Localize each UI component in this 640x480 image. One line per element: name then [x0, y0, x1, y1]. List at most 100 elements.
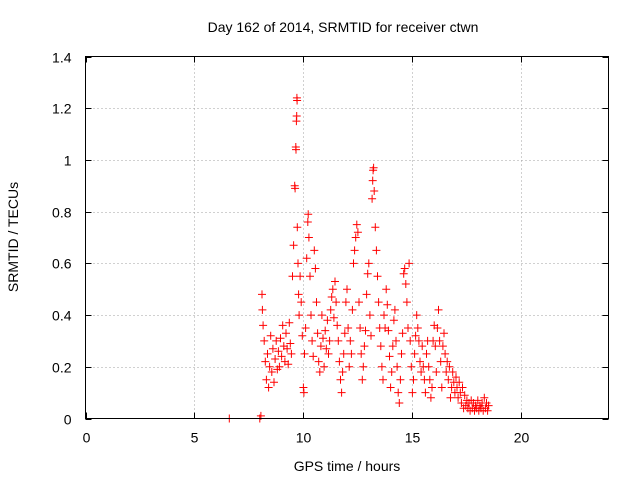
data-point — [405, 259, 414, 268]
data-point — [473, 396, 482, 405]
data-point — [416, 357, 424, 366]
data-point — [359, 362, 368, 371]
x-tick-label: 10 — [296, 430, 312, 446]
data-point — [455, 378, 464, 387]
data-point — [336, 375, 345, 384]
data-point — [426, 393, 435, 402]
data-point — [397, 349, 406, 358]
data-point — [267, 368, 276, 376]
data-point — [270, 378, 278, 387]
data-point — [364, 259, 373, 268]
data-point — [304, 233, 313, 242]
data-point — [314, 357, 323, 366]
data-point — [308, 336, 317, 345]
data-point — [300, 349, 309, 358]
data-point — [374, 298, 383, 307]
y-tick-label: 1.4 — [52, 50, 72, 66]
data-point — [370, 187, 379, 195]
data-point — [358, 375, 367, 384]
data-point — [484, 401, 493, 410]
data-point — [285, 318, 294, 327]
y-tick-label: 0.4 — [52, 308, 72, 324]
data-point — [315, 368, 324, 376]
data-point — [310, 246, 319, 255]
data-point — [406, 336, 415, 345]
data-point — [299, 388, 308, 397]
data-point — [265, 362, 274, 371]
data-point — [480, 393, 489, 402]
data-point — [393, 362, 402, 371]
data-point — [365, 311, 374, 320]
data-point — [395, 399, 404, 407]
data-point — [258, 290, 266, 299]
data-point — [339, 349, 348, 358]
data-point — [303, 218, 312, 226]
data-point — [291, 184, 300, 193]
data-point — [360, 342, 369, 351]
data-point — [363, 269, 372, 278]
data-point — [343, 285, 351, 294]
data-point — [372, 246, 381, 255]
data-point — [277, 352, 286, 361]
data-point — [483, 406, 492, 415]
data-point — [443, 357, 452, 366]
data-point — [413, 324, 422, 332]
data-point — [368, 194, 377, 203]
data-point — [278, 321, 287, 330]
data-point — [264, 383, 273, 392]
data-point — [380, 311, 388, 320]
data-point — [345, 362, 354, 371]
data-point — [298, 331, 307, 340]
data-point — [386, 383, 395, 392]
data-point — [331, 277, 339, 286]
data-point — [383, 300, 392, 309]
data-point — [340, 329, 349, 338]
data-point — [320, 362, 329, 371]
data-point — [312, 298, 321, 307]
data-point — [435, 336, 444, 345]
data-point — [289, 241, 298, 250]
data-point — [371, 223, 380, 232]
data-point — [437, 383, 446, 392]
data-point — [332, 298, 341, 307]
data-point — [457, 399, 466, 407]
data-point — [452, 373, 460, 382]
scatter-points — [225, 93, 493, 423]
data-point — [373, 272, 382, 281]
data-point — [263, 349, 272, 358]
grid-lines — [85, 56, 609, 419]
data-point — [425, 375, 434, 384]
data-point — [353, 228, 362, 237]
data-point — [307, 311, 315, 320]
data-point — [404, 324, 412, 332]
data-point — [434, 305, 443, 314]
data-point — [297, 298, 306, 307]
data-point — [337, 388, 346, 397]
data-point — [349, 259, 358, 268]
data-point — [456, 388, 465, 397]
data-point — [350, 246, 359, 255]
data-point — [379, 375, 387, 384]
data-point — [329, 313, 338, 322]
data-point — [433, 324, 442, 332]
data-point — [275, 362, 284, 371]
data-point — [408, 388, 417, 397]
data-point — [448, 368, 457, 376]
data-point — [293, 96, 302, 105]
data-point — [319, 334, 327, 343]
data-point — [296, 272, 305, 281]
data-point — [414, 336, 423, 345]
data-point — [361, 326, 370, 335]
x-tick-labels: 0 5 10 15 20 — [83, 430, 530, 446]
data-point — [377, 362, 386, 371]
y-tick-label: 1.2 — [52, 101, 72, 117]
data-point — [287, 349, 296, 358]
data-point — [294, 259, 302, 268]
data-point — [369, 163, 378, 172]
data-point — [388, 342, 397, 351]
data-point — [334, 336, 343, 345]
data-point — [260, 336, 269, 345]
data-point — [293, 223, 302, 232]
data-point — [454, 393, 463, 402]
data-point — [328, 285, 337, 294]
